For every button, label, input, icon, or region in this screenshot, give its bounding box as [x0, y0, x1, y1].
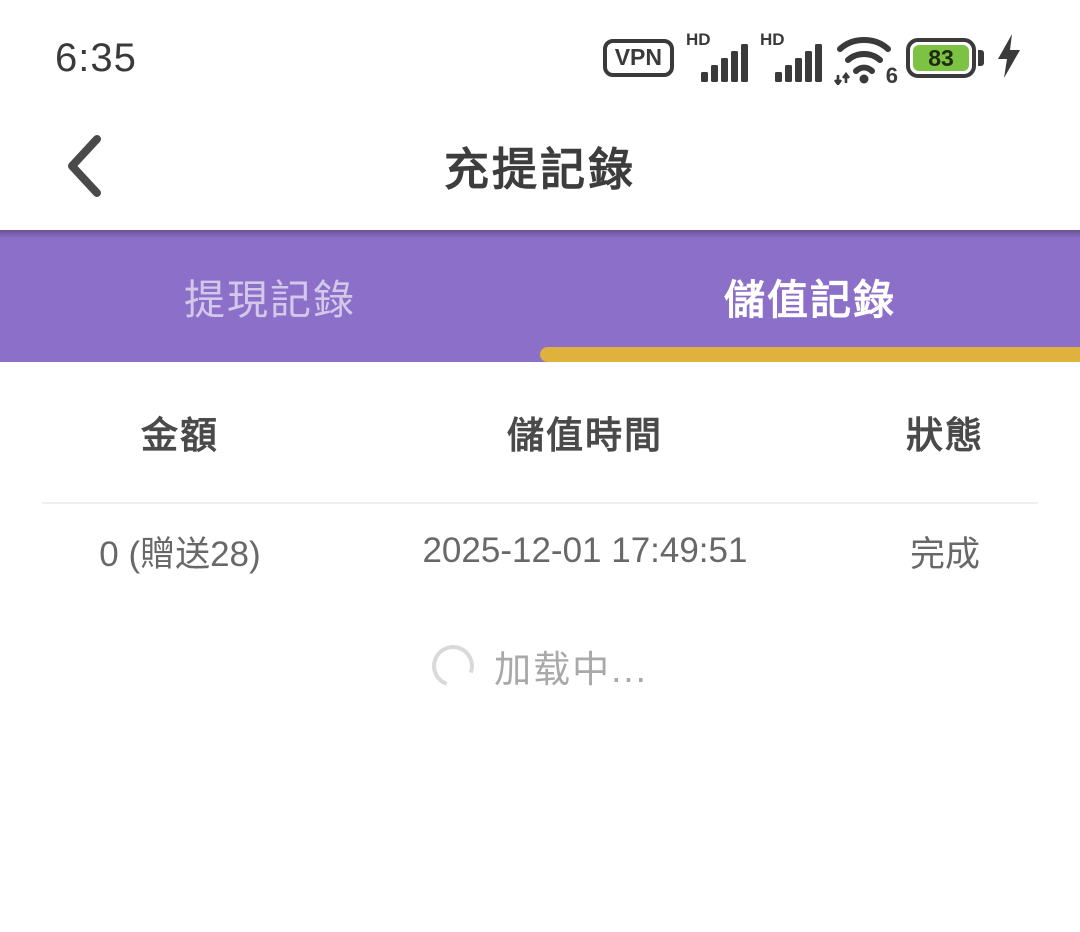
table-row[interactable]: 0 (贈送28) 2025-12-01 17:49:51 完成 — [0, 504, 1080, 598]
signal-bars — [701, 44, 748, 82]
tab-withdrawal-records[interactable]: 提現記錄 — [184, 277, 356, 323]
cellular-signal-icon-sim2: HD — [760, 30, 822, 84]
hd-badge: HD — [686, 30, 711, 49]
row-divider — [42, 502, 1038, 504]
table-header: 金額 儲值時間 狀態 — [0, 362, 1080, 502]
tab-deposit-records[interactable]: 儲值記錄 — [724, 277, 896, 323]
battery-icon: 83 — [906, 38, 984, 78]
cell-status: 完成 — [909, 534, 980, 574]
charging-bolt-icon — [996, 33, 1022, 83]
page-title: 充提記錄 — [443, 143, 636, 195]
cell-time: 2025-12-01 17:49:51 — [422, 531, 748, 570]
loading-label: 加载中... — [494, 649, 648, 690]
cell-amount: 0 (贈送28) — [99, 534, 261, 574]
signal-bars — [775, 44, 822, 82]
col-header-amount: 金額 — [140, 415, 219, 456]
cellular-signal-icon-sim1: HD — [686, 30, 748, 84]
hd-badge: HD — [760, 30, 785, 49]
spinner-icon — [425, 638, 481, 694]
status-icons: VPN HD HD 6 83 — [602, 30, 1022, 88]
wifi6-badge: 6 — [885, 63, 898, 88]
nav-header: 充提記錄 — [0, 100, 1080, 230]
wifi-icon: 6 — [833, 31, 898, 88]
back-button[interactable] — [56, 128, 112, 204]
loading-indicator: 加载中... — [0, 630, 1080, 702]
vpn-icon: VPN — [602, 39, 674, 77]
status-bar: 6:35 VPN HD HD 6 — [0, 0, 1080, 100]
col-header-time: 儲值時間 — [506, 415, 663, 456]
col-header-status: 狀態 — [905, 415, 984, 456]
clock: 6:35 — [55, 35, 137, 80]
active-tab-indicator — [540, 347, 1080, 362]
battery-percent: 83 — [913, 45, 969, 71]
record-tabs: 提現記錄 儲值記錄 — [0, 230, 1080, 362]
